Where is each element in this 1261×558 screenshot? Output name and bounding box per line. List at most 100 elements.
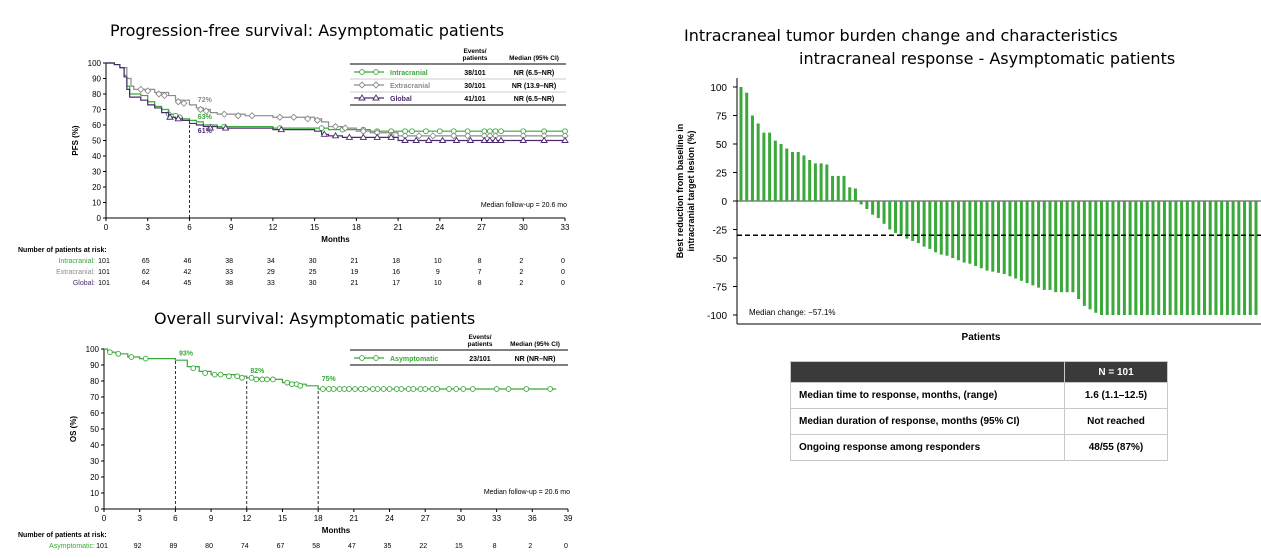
y-tick-label: 0 xyxy=(95,505,100,514)
waterfall-bar xyxy=(785,148,789,201)
censor-mark-global xyxy=(359,133,368,140)
y-tick-label: -50 xyxy=(713,254,728,265)
censor-mark-extracranial xyxy=(463,132,472,140)
censor-mark-intracranial xyxy=(423,128,429,135)
waterfall-bar xyxy=(1117,201,1121,315)
series-line-extracranial xyxy=(106,62,565,137)
risk-value: 10 xyxy=(434,258,442,265)
waterfall-bar xyxy=(991,201,995,272)
risk-value: 19 xyxy=(350,269,358,276)
risk-value: 35 xyxy=(384,543,392,550)
waterfall-bar xyxy=(825,164,829,201)
legend-median-value: NR (6.5–NR) xyxy=(514,70,554,77)
risk-value: 58 xyxy=(312,543,320,550)
waterfall-bar xyxy=(1174,201,1178,315)
censor-mark-global xyxy=(401,136,409,143)
survival-rate-label: 63% xyxy=(198,114,213,121)
y-tick-label: 100 xyxy=(88,59,102,68)
risk-value: 30 xyxy=(309,280,317,287)
survival-rate-label: 72% xyxy=(198,97,213,104)
y-tick-label: -75 xyxy=(713,283,728,294)
risk-value: 8 xyxy=(478,258,482,265)
legend-series-name: Asymptomatic xyxy=(390,356,438,363)
censor-mark-asymptomatic xyxy=(523,386,530,392)
x-tick-label: 27 xyxy=(477,223,486,232)
y-tick-label: -25 xyxy=(713,226,728,237)
x-tick-label: 24 xyxy=(385,514,394,523)
risk-row-name: Asymptomatic: xyxy=(49,543,95,550)
censor-mark-extracranial xyxy=(160,91,169,100)
waterfall-bar xyxy=(962,201,966,263)
x-tick-label: 15 xyxy=(310,223,319,232)
risk-value: 7 xyxy=(478,269,482,276)
censor-mark-extracranial xyxy=(429,132,437,140)
risk-value: 25 xyxy=(309,269,317,276)
waterfall-bar xyxy=(1243,201,1247,315)
waterfall-bar xyxy=(928,201,932,249)
y-tick-label: 10 xyxy=(90,489,99,498)
waterfall-bar xyxy=(945,201,949,256)
censor-mark-global xyxy=(497,136,505,143)
x-tick-label: 36 xyxy=(528,514,537,523)
y-tick-label: 90 xyxy=(92,75,101,84)
y-tick-label: 70 xyxy=(90,393,99,402)
response-row-value: 48/55 (87%) xyxy=(1064,434,1168,461)
waterfall-bar xyxy=(836,175,840,201)
x-tick-label: 18 xyxy=(352,223,361,232)
y-tick-label: 60 xyxy=(92,121,101,130)
censor-mark-extracranial xyxy=(313,116,322,124)
waterfall-bar xyxy=(974,201,978,266)
waterfall-bar xyxy=(865,201,869,209)
censor-mark-global xyxy=(320,130,329,137)
pfs-chart-title: Progression-free survival: Asymptomatic … xyxy=(110,21,505,40)
response-table-header: N = 101 xyxy=(790,361,1168,383)
waterfall-bar xyxy=(750,115,754,201)
censor-mark-global xyxy=(438,136,447,143)
x-tick-label: 3 xyxy=(137,514,142,523)
waterfall-bar xyxy=(1019,201,1023,281)
x-tick-label: 0 xyxy=(102,514,107,523)
waterfall-bar xyxy=(808,159,812,201)
risk-value: 101 xyxy=(98,258,110,265)
waterfall-bar xyxy=(1254,201,1258,315)
risk-row-name: Global: xyxy=(73,280,95,287)
x-tick-label: 9 xyxy=(229,223,234,232)
risk-row-name: Intracranial: xyxy=(58,258,95,265)
waterfall-bar xyxy=(853,188,857,201)
risk-value: 22 xyxy=(419,543,427,550)
censor-mark-global xyxy=(345,133,354,140)
waterfall-bar xyxy=(842,175,846,201)
censor-mark-asymptomatic xyxy=(374,386,381,392)
legend-header-median: Median (95% CI) xyxy=(509,55,559,62)
response-table: N = 101 Median time to response, months,… xyxy=(790,361,1168,461)
y-axis-title: Best reduction from baseline in xyxy=(675,124,685,259)
censor-mark-asymptomatic xyxy=(128,354,135,360)
censor-mark-asymptomatic xyxy=(248,374,255,381)
series-line-global xyxy=(106,62,565,142)
x-tick-label: 9 xyxy=(209,514,214,523)
legend-swatch-marker xyxy=(372,81,380,89)
censor-mark-asymptomatic xyxy=(264,376,270,383)
median-change-label: Median change: −57.1% xyxy=(749,308,836,317)
waterfall-bar xyxy=(1248,201,1252,315)
censor-mark-asymptomatic xyxy=(434,386,440,392)
risk-value: 42 xyxy=(184,269,192,276)
censor-mark-extracranial xyxy=(202,107,210,115)
survival-rate-label: 61% xyxy=(198,128,213,135)
waterfall-title-line1: Intracraneal tumor burden change and cha… xyxy=(684,26,1118,45)
censor-mark-extracranial xyxy=(196,105,205,114)
waterfall-bar xyxy=(1145,201,1149,315)
waterfall-bar xyxy=(859,201,863,205)
waterfall-bar xyxy=(819,163,823,201)
x-tick-label: 18 xyxy=(314,514,323,523)
y-tick-label: 30 xyxy=(92,168,101,177)
legend-median-value: NR (NR–NR) xyxy=(515,356,556,363)
censor-mark-asymptomatic xyxy=(142,355,149,362)
censor-mark-asymptomatic xyxy=(217,371,224,378)
censor-mark-global xyxy=(424,136,433,143)
os-chart-title: Overall survival: Asymptomatic patients xyxy=(154,309,476,328)
risk-value: 89 xyxy=(169,543,177,550)
censor-mark-global xyxy=(540,136,548,143)
censor-mark-extracranial xyxy=(180,99,188,107)
